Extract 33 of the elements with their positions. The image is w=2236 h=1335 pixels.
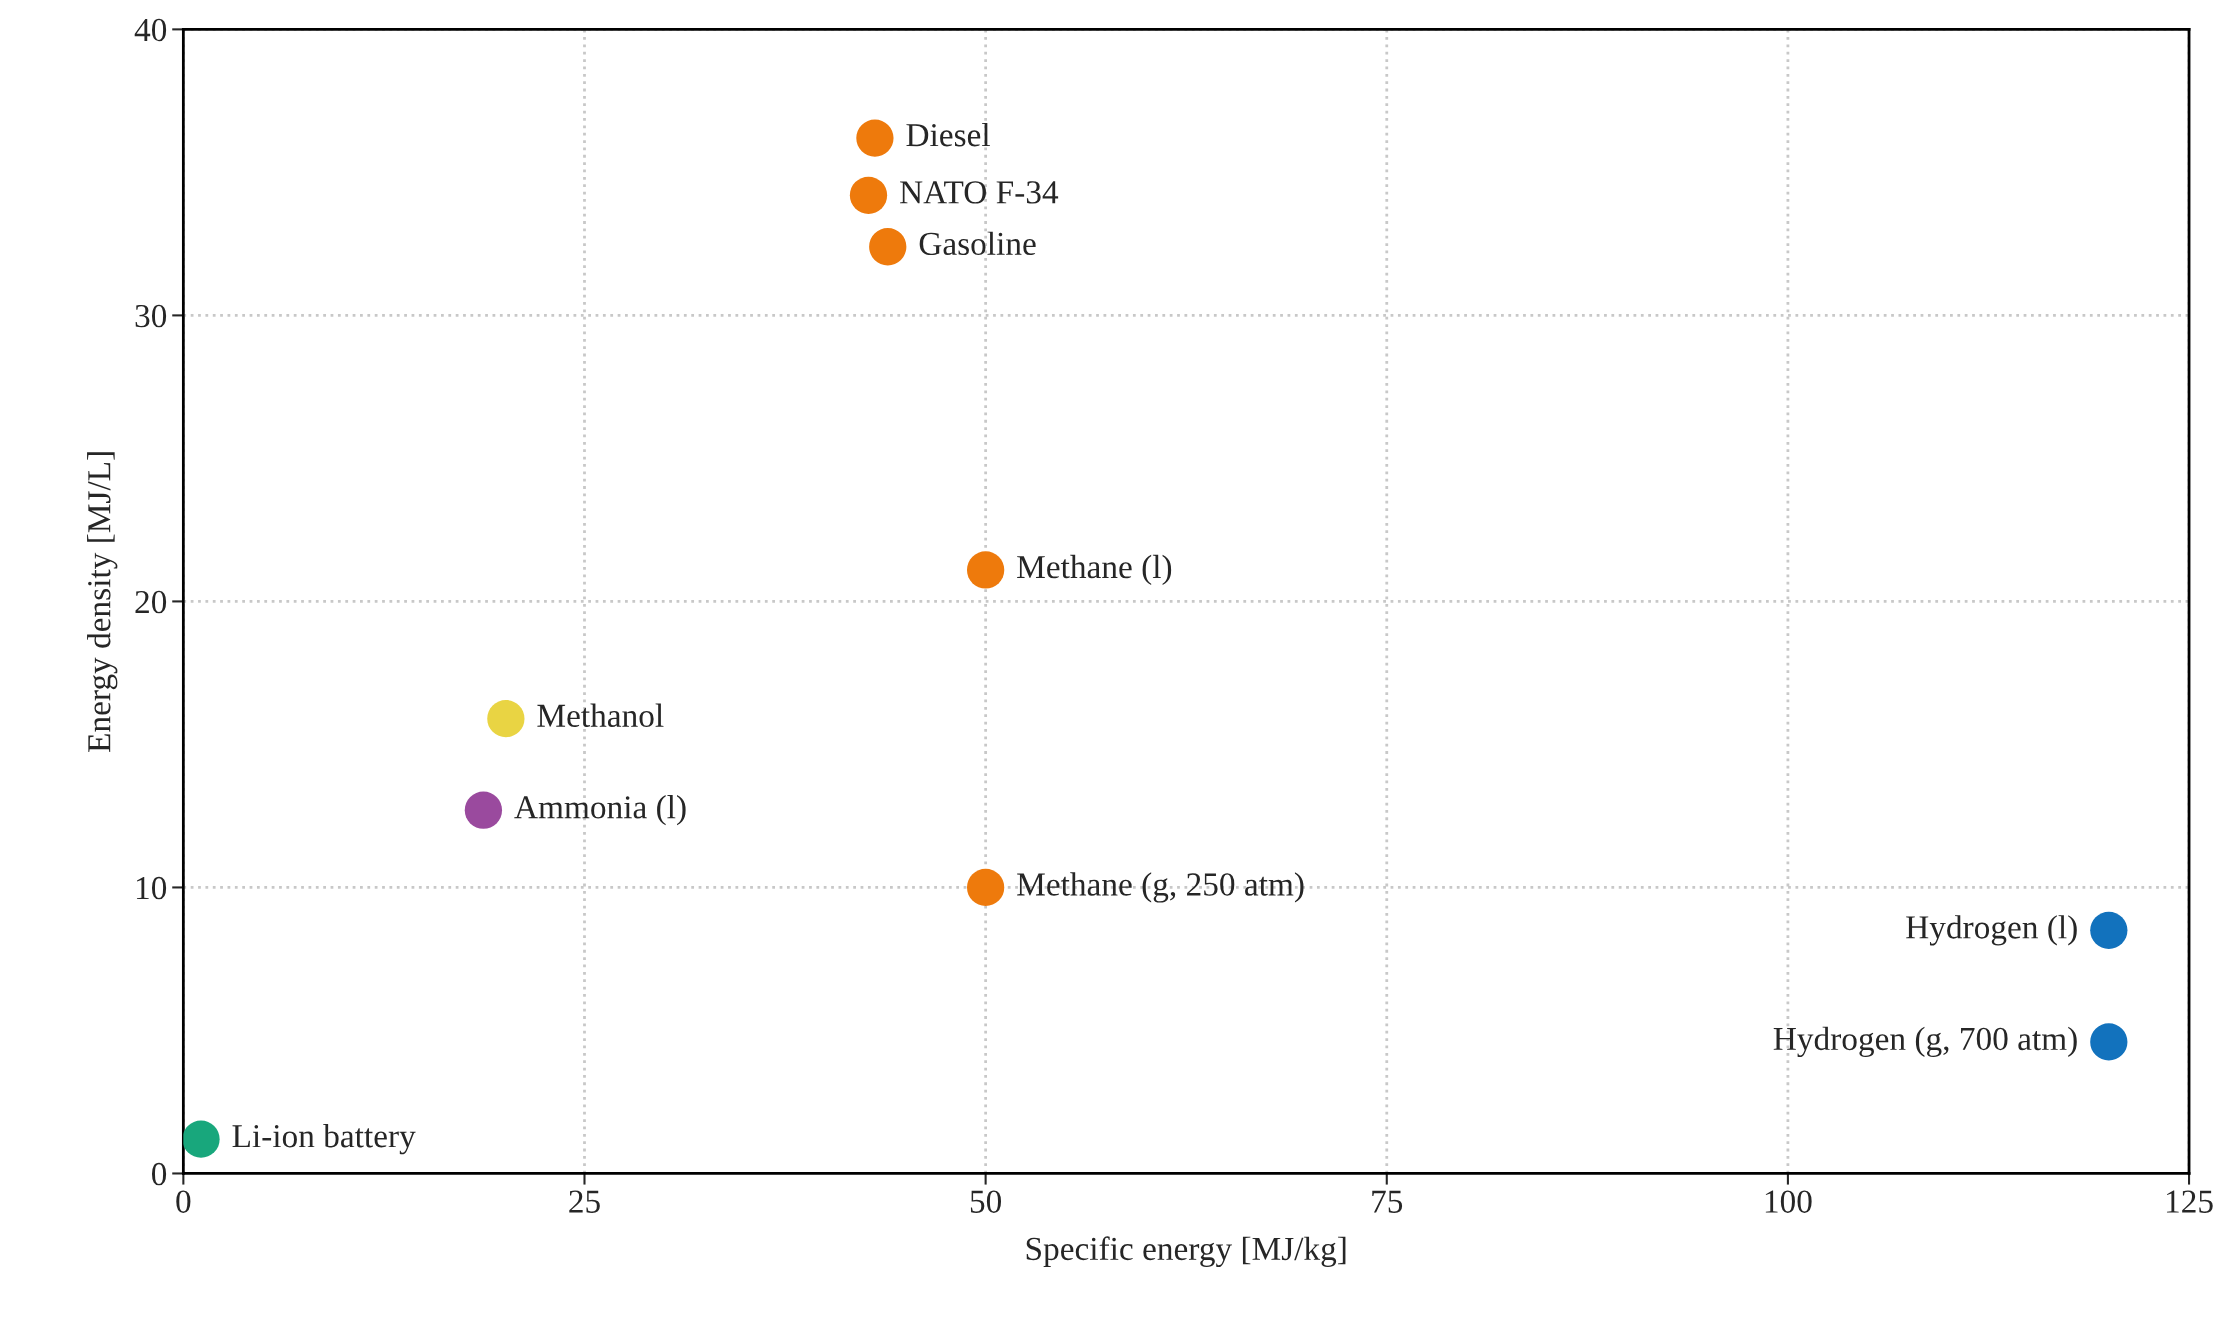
y-tick-label: 30 [135, 304, 167, 328]
point [849, 176, 888, 214]
annotation: Li-ion battery [232, 1123, 416, 1155]
x-axis-title: Specific energy [MJ/kg] [1026, 1236, 1346, 1267]
annotation: Ammonia (l) [514, 795, 686, 826]
annotation: Hydrogen (g, 700 atm) [1773, 1026, 2077, 1058]
x-tick-label: 100 [1765, 1190, 1812, 1213]
x-tick-label: 25 [569, 1190, 600, 1213]
x-tick-label: 125 [2166, 1190, 2213, 1213]
annotation: Methanol [537, 703, 664, 728]
annotation: Hydrogen (l) [1906, 915, 2077, 946]
y-tick-label: 0 [151, 1162, 167, 1186]
x-tick-label: 0 [176, 1190, 191, 1213]
point [464, 791, 503, 829]
point [2090, 911, 2128, 949]
y-tick-label: 20 [135, 590, 167, 614]
x-tick-label: 75 [1372, 1190, 1403, 1213]
point [183, 1120, 220, 1158]
y-tick-label: 40 [134, 18, 167, 42]
x-tick-label: 50 [970, 1190, 1002, 1213]
point [967, 868, 1005, 907]
annotation: Methane (g, 250 atm) [1017, 872, 1304, 903]
annotation: Methane (l) [1017, 554, 1172, 586]
annotation: Diesel [906, 122, 990, 147]
y-tick-label: 10 [136, 876, 167, 900]
annotation: NATO F-34 [900, 181, 1059, 204]
annotation: Gasoline [919, 231, 1036, 256]
point [2090, 1023, 2128, 1061]
point [869, 228, 907, 266]
point [487, 700, 525, 738]
point [856, 119, 894, 157]
y-axis-title: Energy density [MJ/L] [87, 452, 118, 752]
point [967, 551, 1005, 589]
